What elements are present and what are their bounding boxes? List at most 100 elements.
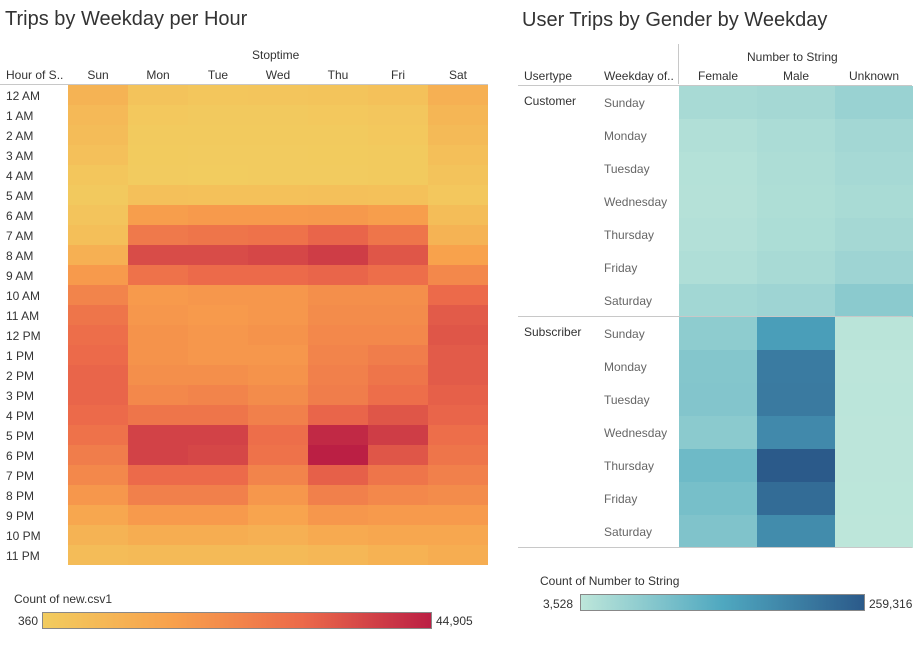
heatmap-cell[interactable] [188,145,248,165]
weekday-header[interactable]: Weekday of.. [604,69,674,83]
heatmap-cell[interactable] [248,165,308,185]
heatmap-cell[interactable] [428,405,488,425]
heatmap-cell[interactable] [428,145,488,165]
heatmap-cell[interactable] [188,385,248,405]
heatmap-cell[interactable] [308,505,368,525]
heatmap-cell[interactable] [68,85,128,105]
heatmap-cell[interactable] [248,505,308,525]
heatmap-cell[interactable] [428,285,488,305]
heatmap-cell[interactable] [188,85,248,105]
heatmap-cell[interactable] [128,405,188,425]
heatmap-cell[interactable] [188,425,248,445]
heatmap-cell[interactable] [428,225,488,245]
heatmap-cell[interactable] [128,525,188,545]
heatmap-cell[interactable] [68,205,128,225]
heatmap-cell[interactable] [308,85,368,105]
heatmap-cell[interactable] [308,525,368,545]
heatmap-cell[interactable] [248,185,308,205]
heatmap-cell[interactable] [368,265,428,285]
heatmap-cell[interactable] [757,350,835,383]
heatmap-cell[interactable] [757,284,835,317]
heatmap-cell[interactable] [128,205,188,225]
heatmap-cell[interactable] [248,265,308,285]
heatmap-cell[interactable] [428,245,488,265]
heatmap-cell[interactable] [428,525,488,545]
heatmap-cell[interactable] [248,525,308,545]
heatmap-cell[interactable] [308,365,368,385]
heatmap-cell[interactable] [68,285,128,305]
heatmap-cell[interactable] [835,251,913,284]
heatmap-cell[interactable] [835,383,913,416]
heatmap-cell[interactable] [428,125,488,145]
heatmap-cell[interactable] [68,265,128,285]
heatmap-cell[interactable] [188,345,248,365]
heatmap-cell[interactable] [428,465,488,485]
heatmap-cell[interactable] [308,165,368,185]
heatmap-cell[interactable] [68,245,128,265]
heatmap-cell[interactable] [128,485,188,505]
heatmap-cell[interactable] [68,305,128,325]
heatmap-cell[interactable] [248,485,308,505]
heatmap-cell[interactable] [835,482,913,515]
heatmap-cell[interactable] [188,245,248,265]
heatmap-cell[interactable] [679,482,757,515]
heatmap-cell[interactable] [128,125,188,145]
heatmap-cell[interactable] [68,365,128,385]
heatmap-cell[interactable] [679,185,757,218]
heatmap-cell[interactable] [188,525,248,545]
heatmap-cell[interactable] [248,425,308,445]
heatmap-cell[interactable] [428,265,488,285]
heatmap-cell[interactable] [835,119,913,152]
heatmap-cell[interactable] [308,405,368,425]
heatmap-cell[interactable] [248,245,308,265]
heatmap-cell[interactable] [368,125,428,145]
heatmap-cell[interactable] [188,505,248,525]
heatmap-cell[interactable] [308,245,368,265]
heatmap-cell[interactable] [188,545,248,565]
heatmap-cell[interactable] [679,251,757,284]
heatmap-cell[interactable] [835,152,913,185]
heatmap-cell[interactable] [428,305,488,325]
heatmap-cell[interactable] [308,385,368,405]
heatmap-cell[interactable] [128,225,188,245]
heatmap-cell[interactable] [679,317,757,350]
heatmap-cell[interactable] [368,325,428,345]
heatmap-cell[interactable] [835,284,913,317]
heatmap-cell[interactable] [679,86,757,119]
heatmap-cell[interactable] [128,425,188,445]
heatmap-cell[interactable] [757,218,835,251]
heatmap-cell[interactable] [679,449,757,482]
heatmap-cell[interactable] [428,445,488,465]
heatmap-cell[interactable] [188,325,248,345]
heatmap-cell[interactable] [248,105,308,125]
heatmap-cell[interactable] [308,125,368,145]
heatmap-cell[interactable] [68,485,128,505]
heatmap-cell[interactable] [248,365,308,385]
heatmap-cell[interactable] [308,205,368,225]
heatmap-cell[interactable] [248,85,308,105]
heatmap-cell[interactable] [128,185,188,205]
heatmap-cell[interactable] [428,425,488,445]
heatmap-cell[interactable] [835,185,913,218]
heatmap-cell[interactable] [248,385,308,405]
heatmap-cell[interactable] [248,205,308,225]
heatmap-cell[interactable] [835,317,913,350]
heatmap-cell[interactable] [308,465,368,485]
heatmap-cell[interactable] [428,345,488,365]
heatmap-cell[interactable] [68,345,128,365]
heatmap-cell[interactable] [308,105,368,125]
heatmap-cell[interactable] [68,405,128,425]
heatmap-cell[interactable] [68,505,128,525]
heatmap-cell[interactable] [308,305,368,325]
heatmap-cell[interactable] [757,185,835,218]
heatmap-cell[interactable] [679,515,757,548]
heatmap-cell[interactable] [679,416,757,449]
heatmap-cell[interactable] [757,482,835,515]
heatmap-cell[interactable] [128,85,188,105]
heatmap-cell[interactable] [128,445,188,465]
heatmap-cell[interactable] [248,465,308,485]
heatmap-cell[interactable] [308,285,368,305]
heatmap-cell[interactable] [757,515,835,548]
heatmap-cell[interactable] [68,185,128,205]
heatmap-cell[interactable] [188,265,248,285]
